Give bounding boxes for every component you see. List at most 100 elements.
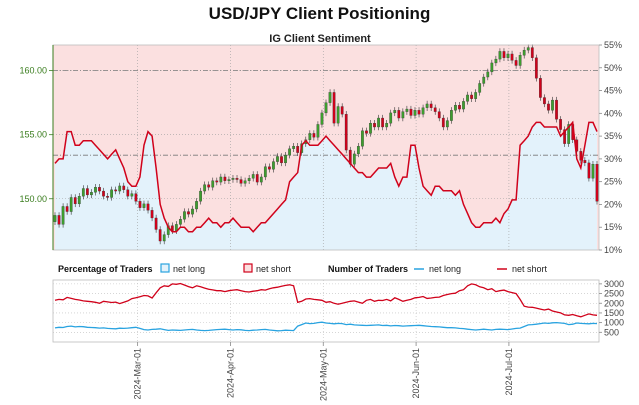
candle-body bbox=[328, 92, 332, 103]
date-tick-label: 2024-Jun-01 bbox=[411, 348, 421, 399]
candle-body bbox=[69, 197, 73, 212]
count-tick-label: 1500 bbox=[604, 308, 624, 318]
candle-body bbox=[397, 110, 401, 119]
candle-body bbox=[486, 71, 490, 78]
count-tick-label: 500 bbox=[604, 327, 619, 337]
candle-body bbox=[239, 179, 243, 184]
candle-body bbox=[559, 119, 562, 130]
candle-body bbox=[276, 156, 279, 162]
chart-title: USD/JPY Client Positioning bbox=[208, 4, 431, 23]
candle-body bbox=[583, 160, 587, 164]
legend-net-long-swatch bbox=[160, 263, 170, 273]
legend-percentage-label: Percentage of Traders bbox=[58, 264, 153, 274]
net-long-area bbox=[55, 122, 597, 250]
candle-body bbox=[255, 174, 259, 183]
candle-body bbox=[518, 55, 522, 66]
candle-body bbox=[81, 188, 85, 197]
candle-body bbox=[158, 229, 162, 242]
candle-body bbox=[280, 156, 283, 164]
candle-body bbox=[77, 196, 81, 205]
candle-body bbox=[595, 164, 599, 202]
candle-body bbox=[389, 112, 393, 124]
candle-body bbox=[130, 193, 134, 197]
candle-body bbox=[284, 155, 287, 164]
candle-body bbox=[122, 185, 126, 190]
candle-body bbox=[340, 106, 344, 115]
count-tick-label: 2000 bbox=[604, 298, 624, 308]
candle-body bbox=[191, 208, 194, 215]
sentiment-tick-label: 35% bbox=[604, 131, 622, 141]
candle-body bbox=[94, 187, 97, 193]
candle-body bbox=[187, 211, 190, 215]
candle-body bbox=[211, 180, 215, 188]
candle-body bbox=[478, 83, 482, 93]
sentiment-price-panel: 150.00 155.00 160.00 10% 15% 20% 25% 30% 35% 40%… bbox=[19, 40, 622, 255]
candle-body bbox=[377, 117, 380, 128]
candle-body bbox=[563, 129, 567, 144]
candle-body bbox=[162, 234, 166, 242]
candle-body bbox=[142, 203, 146, 208]
legend-number-label: Number of Traders bbox=[328, 264, 408, 274]
candle-body bbox=[373, 123, 376, 128]
candle-body bbox=[450, 110, 453, 121]
candle-body bbox=[539, 78, 542, 98]
candle-body bbox=[526, 47, 530, 51]
sentiment-tick-label: 15% bbox=[604, 222, 622, 232]
date-tick-label: 2024-Mar-01 bbox=[133, 348, 143, 400]
sentiment-tick-label: 10% bbox=[604, 245, 622, 255]
candle-body bbox=[534, 57, 538, 79]
candle-body bbox=[336, 106, 340, 124]
sentiment-tick-label: 55% bbox=[604, 40, 622, 50]
candle-body bbox=[458, 105, 461, 110]
candle-body bbox=[138, 201, 142, 208]
candle-body bbox=[61, 206, 65, 225]
candle-body bbox=[445, 120, 449, 128]
candle-body bbox=[324, 102, 328, 114]
candle-body bbox=[227, 179, 231, 181]
sentiment-tick-label: 20% bbox=[604, 199, 622, 209]
candle-body bbox=[365, 130, 368, 134]
candle-body bbox=[146, 203, 150, 211]
candle-body bbox=[498, 51, 502, 60]
candle-body bbox=[462, 101, 465, 110]
candle-body bbox=[587, 162, 591, 179]
candle-body bbox=[514, 60, 518, 66]
candle-body bbox=[454, 105, 457, 111]
legend: Percentage of Traders net long net short… bbox=[58, 263, 548, 274]
candle-body bbox=[381, 117, 384, 128]
net-short-count-line bbox=[54, 282, 598, 318]
candle-body bbox=[251, 174, 255, 179]
candle-body bbox=[110, 189, 113, 198]
candle-body bbox=[522, 49, 526, 56]
legend-count-long-label: net long bbox=[429, 264, 461, 274]
legend-net-short-swatch bbox=[243, 263, 253, 273]
candle-body bbox=[543, 97, 546, 105]
candle-body bbox=[203, 184, 207, 192]
candle-body bbox=[263, 166, 267, 178]
candle-body bbox=[243, 180, 247, 184]
candle-body bbox=[470, 94, 473, 99]
candle-body bbox=[215, 180, 219, 183]
legend-count-short-label: net short bbox=[512, 264, 548, 274]
candle-body bbox=[126, 189, 130, 197]
candle-body bbox=[102, 190, 105, 197]
candle-body bbox=[506, 53, 510, 58]
candle-body bbox=[393, 110, 397, 114]
candle-body bbox=[53, 215, 57, 222]
candle-body bbox=[466, 94, 469, 102]
candle-body bbox=[332, 92, 336, 124]
candle-body bbox=[417, 110, 421, 115]
candle-body bbox=[231, 178, 235, 180]
candle-body bbox=[352, 153, 356, 165]
candle-body bbox=[555, 99, 558, 120]
candle-body bbox=[361, 130, 364, 147]
candle-body bbox=[510, 53, 514, 61]
count-tick-label: 3000 bbox=[604, 279, 624, 289]
candle-body bbox=[482, 76, 486, 84]
candle-body bbox=[85, 188, 89, 196]
candle-body bbox=[288, 148, 291, 156]
candle-body bbox=[320, 112, 324, 125]
candle-body bbox=[401, 111, 405, 119]
